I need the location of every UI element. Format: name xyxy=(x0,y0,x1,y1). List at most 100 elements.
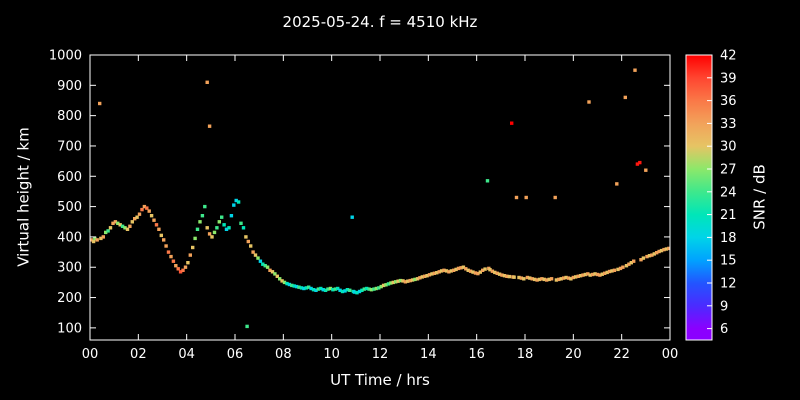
data-point xyxy=(384,283,388,287)
data-point xyxy=(198,220,202,224)
data-point xyxy=(176,267,180,271)
data-point xyxy=(418,276,422,280)
colorbar-tick-label: 9 xyxy=(720,299,728,314)
data-point xyxy=(530,277,534,281)
data-point xyxy=(466,268,470,272)
data-point xyxy=(154,223,159,227)
data-point xyxy=(314,288,318,292)
data-point xyxy=(133,217,137,221)
data-point xyxy=(449,269,453,273)
data-point xyxy=(292,284,296,288)
data-point xyxy=(408,278,412,283)
data-point xyxy=(553,195,557,200)
data-point xyxy=(564,275,568,280)
data-point xyxy=(430,272,434,276)
data-point xyxy=(137,212,142,216)
y-tick-label: 400 xyxy=(57,230,82,245)
data-point xyxy=(340,289,345,294)
colorbar-tick-label: 30 xyxy=(720,140,737,155)
data-point xyxy=(517,275,521,280)
data-point xyxy=(454,267,458,272)
data-point xyxy=(578,274,583,278)
data-point xyxy=(528,276,532,280)
data-point xyxy=(307,285,311,289)
data-point xyxy=(350,215,354,219)
data-point xyxy=(612,268,617,272)
data-point xyxy=(464,267,468,271)
data-point xyxy=(241,226,246,230)
y-tick-label: 900 xyxy=(57,79,82,94)
data-point xyxy=(461,265,466,269)
data-point xyxy=(420,275,424,279)
data-point xyxy=(311,288,316,292)
data-point xyxy=(473,271,478,275)
data-point xyxy=(193,236,197,241)
data-point xyxy=(205,226,209,230)
data-point xyxy=(164,244,168,248)
data-point xyxy=(157,227,161,231)
x-tick-label: 20 xyxy=(565,347,582,362)
data-point xyxy=(280,279,284,283)
data-point xyxy=(377,286,381,290)
data-point xyxy=(93,236,97,241)
data-point xyxy=(186,261,190,265)
data-point xyxy=(616,267,620,272)
data-point xyxy=(497,272,502,276)
data-point xyxy=(481,268,485,272)
y-tick-label: 600 xyxy=(57,170,82,185)
plot-border xyxy=(89,54,671,341)
data-point xyxy=(524,195,528,200)
x-tick-label: 14 xyxy=(420,347,437,362)
data-point xyxy=(618,266,623,271)
data-point xyxy=(101,235,105,239)
data-point xyxy=(591,272,595,277)
data-point xyxy=(557,277,561,282)
data-point xyxy=(664,247,669,251)
data-point xyxy=(169,254,173,259)
data-point xyxy=(581,273,585,277)
data-point xyxy=(261,262,265,266)
data-point xyxy=(537,277,542,282)
x-tick-label: 10 xyxy=(323,347,340,362)
data-point xyxy=(171,259,176,263)
data-point xyxy=(437,270,441,274)
data-point xyxy=(352,290,357,294)
data-point xyxy=(571,275,575,280)
data-point xyxy=(145,206,149,210)
data-point xyxy=(362,287,366,291)
data-point xyxy=(490,269,495,273)
data-point xyxy=(166,250,171,254)
data-point xyxy=(106,229,110,233)
data-point xyxy=(427,273,432,277)
data-point xyxy=(245,324,249,329)
data-point xyxy=(302,286,306,291)
data-point xyxy=(367,287,371,291)
data-point xyxy=(485,179,490,183)
data-point xyxy=(331,288,335,292)
data-point xyxy=(159,233,163,238)
data-point xyxy=(149,214,154,218)
data-point xyxy=(566,276,571,280)
data-point xyxy=(410,278,415,282)
data-point xyxy=(222,223,226,227)
data-point xyxy=(319,286,323,291)
data-point xyxy=(667,246,671,251)
data-point xyxy=(200,214,205,218)
y-tick-label: 200 xyxy=(57,291,82,306)
colorbar-tick-label: 42 xyxy=(720,49,737,64)
data-point xyxy=(360,288,364,292)
data-point xyxy=(583,272,588,277)
data-point xyxy=(502,274,507,278)
data-point xyxy=(232,203,236,207)
data-point xyxy=(535,278,539,282)
colorbar-tick-label: 18 xyxy=(720,231,737,246)
data-point xyxy=(220,215,224,219)
data-point xyxy=(273,272,277,276)
data-point xyxy=(285,281,289,286)
data-point xyxy=(263,264,267,268)
data-point xyxy=(316,287,321,291)
data-point xyxy=(95,238,99,242)
data-point xyxy=(542,277,546,282)
